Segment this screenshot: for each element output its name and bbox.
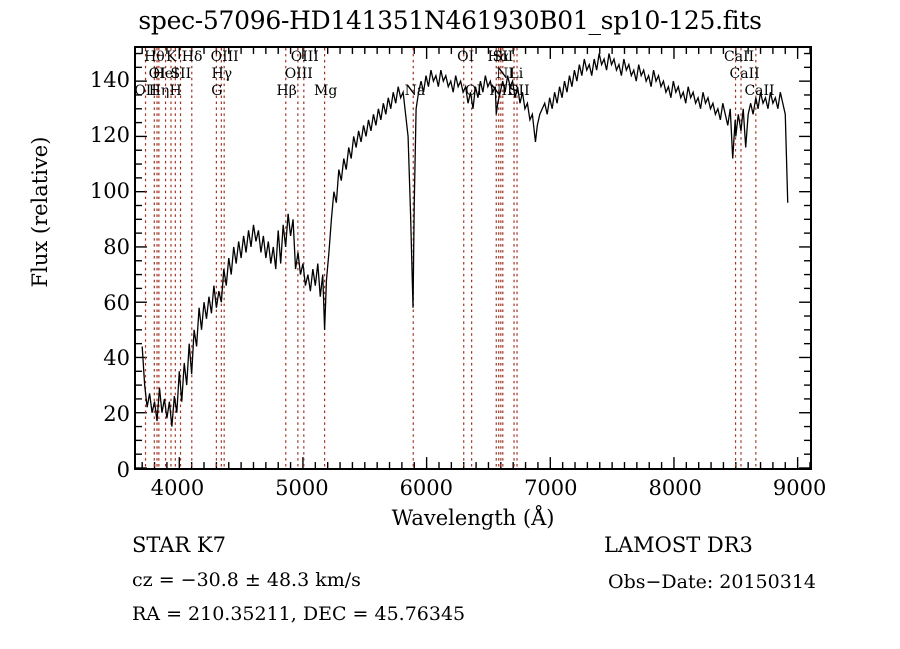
spectral-line-label: NI xyxy=(496,66,514,82)
spectral-line-label: Hγ xyxy=(211,66,233,82)
spectral-line-label: SII xyxy=(508,83,530,99)
x-tick-label: 8000 xyxy=(648,476,702,500)
spectral-line-label: OIII xyxy=(210,49,239,65)
y-tick-label: 20 xyxy=(103,402,130,427)
y-tick-label: 60 xyxy=(103,290,130,315)
x-tick-label: 9000 xyxy=(772,476,827,500)
spectral-line-label: Hδ xyxy=(181,49,203,65)
object-type-text: STAR K7 xyxy=(132,533,226,557)
y-tick-label: 80 xyxy=(103,234,130,259)
x-axis-label: Wavelength (Å) xyxy=(391,506,555,530)
spectral-line-label: CaII xyxy=(744,83,775,99)
y-tick-label: 100 xyxy=(89,179,130,204)
spectral-line-label: Hθ xyxy=(144,49,165,65)
x-tick-label: 4000 xyxy=(150,476,205,500)
y-axis-tick-labels: 0 20 40 60 80 100 120 140 xyxy=(34,46,130,483)
spectral-line-label: NII xyxy=(489,83,513,99)
spectral-line-label: Na xyxy=(404,83,426,99)
spectral-line-label: OI xyxy=(457,49,475,65)
spectral-line-label: OI xyxy=(465,83,483,99)
y-tick-label: 140 xyxy=(89,67,130,92)
line-marker-group xyxy=(144,48,757,468)
spectral-line-label: OIII xyxy=(290,49,319,65)
spectral-line-label: Hβ xyxy=(276,83,297,99)
coordinates-text: RA = 210.35211, DEC = 45.76345 xyxy=(132,603,466,625)
spectral-line-label: OIII xyxy=(284,66,313,82)
spectral-line-label: H xyxy=(169,83,182,99)
plot-title: spec-57096-HD141351N461930B01_sp10-125.f… xyxy=(138,6,762,35)
spectral-line-label: Hα xyxy=(487,49,510,65)
x-tick-label: 6000 xyxy=(399,476,454,500)
obs-date-text: Obs−Date: 20150314 xyxy=(608,571,816,593)
spectral-line-label: K xyxy=(165,49,177,65)
spectral-line-label: SII xyxy=(170,66,192,82)
spectral-line-label: Li xyxy=(509,66,524,82)
spectral-line-label: HeI xyxy=(152,66,179,82)
spectral-line-label: Hη xyxy=(148,83,170,99)
y-tick-label: 40 xyxy=(103,346,130,371)
survey-name-text: LAMOST DR3 xyxy=(604,533,753,557)
x-tick-label: 5000 xyxy=(275,476,329,500)
spectrum-trace xyxy=(141,53,789,427)
spectral-line-label: OI xyxy=(148,66,166,82)
radial-velocity-text: cz = −30.8 ± 48.3 km/s xyxy=(132,569,361,591)
y-tick-label: 0 xyxy=(116,458,130,482)
x-tick-label: 7000 xyxy=(524,476,578,500)
spectral-line-label: Mg xyxy=(314,83,338,99)
spectral-line-label: G xyxy=(211,83,223,99)
spectral-line-label: CaII xyxy=(729,66,760,82)
y-axis-label: Flux (relative) xyxy=(28,136,52,288)
spectral-line-label: OII xyxy=(134,83,157,99)
plot-area: OII Hθ OI Hη HeI K H SII Hδ G Hγ OIII Hβ OIII OIII Mg Na… xyxy=(134,46,812,470)
y-tick-label: 120 xyxy=(89,123,130,148)
spectral-line-label: CaII xyxy=(724,49,755,65)
axis-ticks xyxy=(136,48,810,468)
x-axis-tick-labels: 4000 5000 6000 7000 8000 9000 xyxy=(134,476,827,504)
spectral-line-label: SII xyxy=(492,49,514,65)
spectrum-canvas xyxy=(136,48,810,468)
